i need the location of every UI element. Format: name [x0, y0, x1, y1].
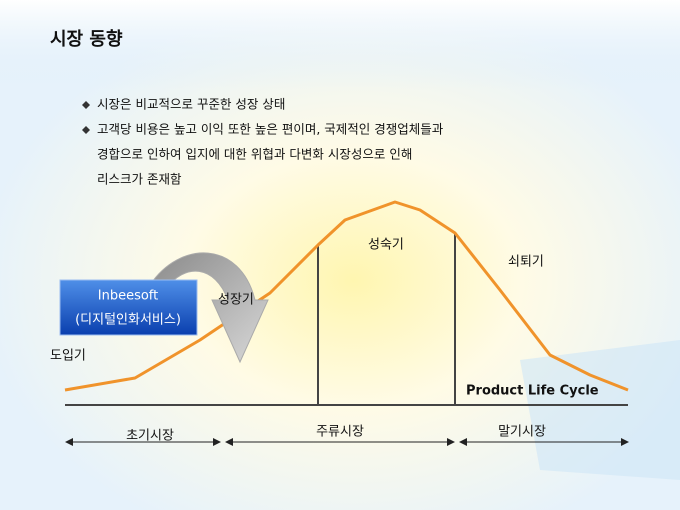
- stage-label: 성장기: [218, 293, 254, 308]
- bullet-text: 경합으로 인하여 입지에 대한 위협과 다변화 시장성으로 인해: [97, 147, 412, 162]
- badge-text: Inbeesoft: [98, 289, 159, 304]
- bullet-text: 시장은 비교적으로 꾸준한 성장 상태: [97, 97, 285, 112]
- caption: Product Life Cycle: [466, 384, 599, 399]
- market-label: 말기시장: [498, 425, 546, 440]
- header-band: [0, 0, 680, 90]
- market-label: 주류시장: [316, 425, 364, 440]
- stage-label: 성숙기: [368, 238, 404, 253]
- market-label: 초기시장: [126, 429, 174, 444]
- bullet-text: 리스크가 존재함: [97, 172, 182, 187]
- stage-label: 도입기: [50, 349, 86, 364]
- lifecycle-diagram: Inbeesoft (디지털인화서비스) 도입기 성장기 성숙기 쇠퇴기 Pro…: [50, 200, 629, 446]
- lifecycle-curve: [64, 200, 629, 392]
- bullet-text: 고객당 비용은 높고 이익 또한 높은 편이며, 국제적인 경쟁업체들과: [97, 122, 444, 137]
- monitor-decoration: [520, 340, 680, 480]
- badge-text: (디지털인화서비스): [75, 313, 181, 328]
- badge: [59, 279, 198, 336]
- title: 시장 동향: [50, 29, 123, 50]
- curved-arrow: [149, 252, 269, 364]
- bullet-icon: [82, 101, 90, 109]
- bullet-icon: [82, 126, 90, 134]
- stage-label: 쇠퇴기: [508, 255, 544, 270]
- bullets: 시장은 비교적으로 꾸준한 성장 상태 고객당 비용은 높고 이익 또한 높은 …: [82, 97, 444, 187]
